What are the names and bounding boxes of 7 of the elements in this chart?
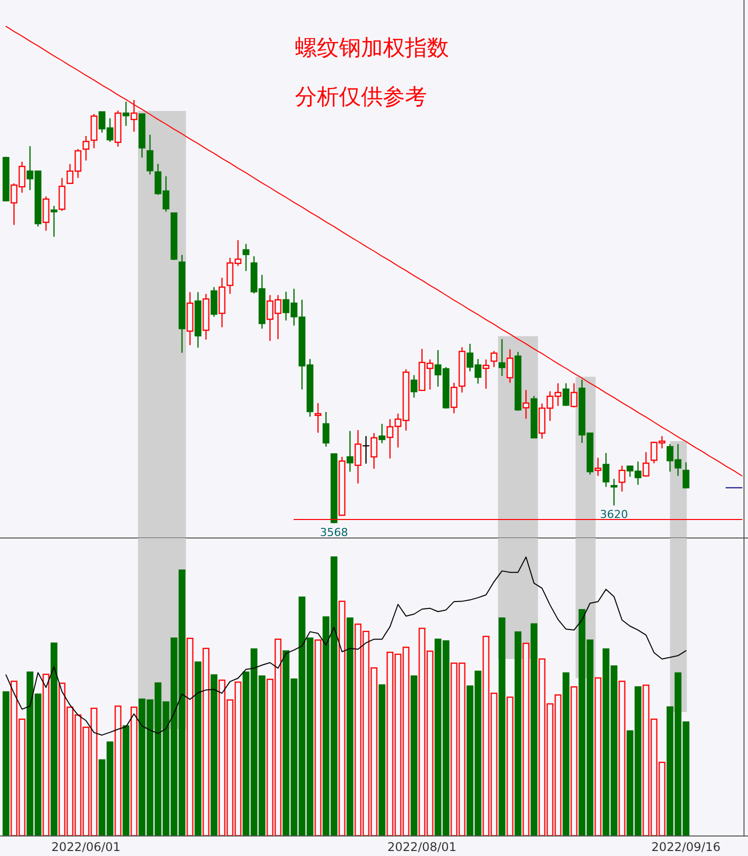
annotation: 3568 <box>320 526 348 539</box>
x-tick-label: 2022/09/16 <box>651 840 721 854</box>
chart-subtitle: 分析仅供参考 <box>295 85 427 110</box>
chart-title: 螺纹钢加权指数 <box>295 36 449 61</box>
x-tick-label: 2022/06/01 <box>51 840 121 854</box>
annotation: 3620 <box>600 508 628 522</box>
x-tick-label: 2022/08/01 <box>387 840 457 854</box>
